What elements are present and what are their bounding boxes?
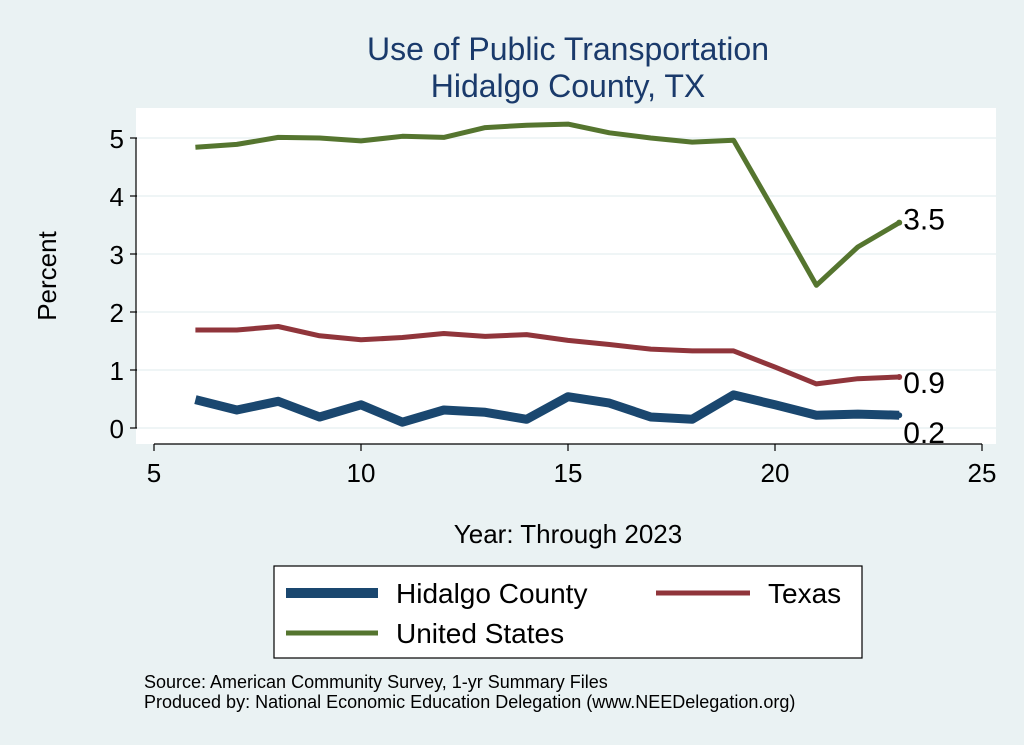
producer-note: Produced by: National Economic Education… [144,692,795,712]
y-tick-label-0: 0 [110,414,124,444]
y-tick-label-3: 3 [110,240,124,270]
end-label-united-states: 3.5 [903,204,945,237]
end-point-texas [896,373,903,380]
gridlines [136,137,996,429]
y-axis-title: Percent [32,230,62,320]
legend-label-united-states: United States [396,618,564,649]
legend-box [273,565,863,659]
y-tick-label-2: 2 [110,298,124,328]
series-line-united-states [195,121,901,288]
x-tick-label-25: 25 [968,458,997,488]
y-tick-label-1: 1 [110,356,124,386]
legend-label-hidalgo-county: Hidalgo County [396,578,587,609]
series-line-hidalgo-county [194,390,900,427]
x-tick-label-15: 15 [554,458,583,488]
source-note: Source: American Community Survey, 1-yr … [144,672,608,692]
series-line-texas [195,324,900,387]
chart-title-line-2: Hidalgo County, TX [431,68,706,104]
end-point-united-states [896,219,903,226]
x-tick-label-10: 10 [347,458,376,488]
y-tick-label-5: 5 [110,124,124,154]
chart-title-line-1: Use of Public Transportation [367,31,769,67]
end-label-hidalgo-county: 0.2 [903,417,945,450]
y-tick-label-4: 4 [110,182,124,212]
legend-label-texas: Texas [768,578,841,609]
plot-area [136,108,996,444]
axes: 0 1 2 3 4 5 5 10 15 20 25 [110,124,997,488]
x-tick-label-20: 20 [761,458,790,488]
x-tick-label-5: 5 [147,458,161,488]
end-label-texas: 0.9 [903,367,945,400]
x-axis-title: Year: Through 2023 [454,519,682,549]
end-labels: 0.2 0.9 3.5 [903,204,945,451]
end-point-hidalgo-county [896,412,903,419]
series-lines [194,121,903,427]
